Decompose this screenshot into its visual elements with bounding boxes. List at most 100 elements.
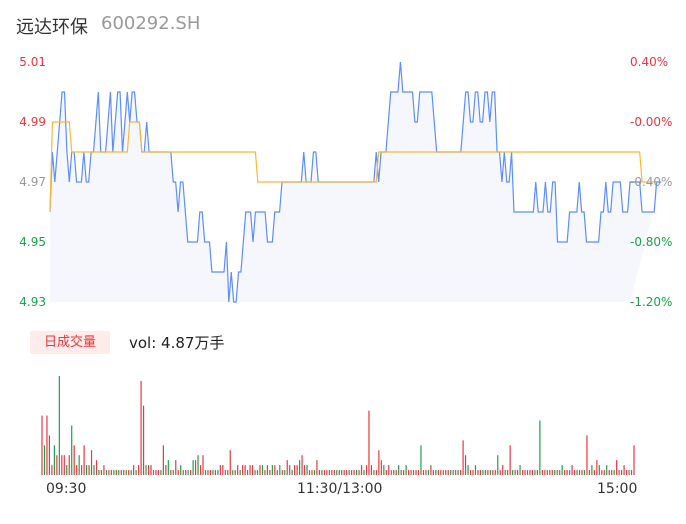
volume-bar	[492, 470, 494, 475]
volume-bar	[368, 410, 370, 475]
volume-bar	[229, 450, 231, 475]
volume-bar	[251, 465, 254, 475]
volume-bar	[321, 470, 323, 475]
volume-bar	[58, 376, 60, 475]
volume-bar	[514, 470, 516, 475]
volume-bar	[588, 470, 591, 475]
y-tick-left: 4.97	[19, 175, 46, 189]
volume-bar	[521, 470, 524, 475]
volume-bar	[586, 435, 588, 475]
volume-bar	[578, 470, 581, 475]
volume-bar	[616, 460, 618, 475]
volume-bar	[581, 470, 583, 475]
volume-bar	[165, 465, 167, 475]
volume-bar	[573, 470, 576, 475]
volume-bar	[291, 470, 293, 475]
volume-bar	[460, 470, 462, 475]
volume-bar	[53, 445, 55, 475]
volume-bar	[227, 470, 229, 475]
volume-bar	[398, 465, 400, 475]
volume-bar	[318, 470, 321, 475]
volume-bar	[207, 470, 209, 475]
volume-bar	[133, 465, 135, 475]
volume-bar	[100, 470, 103, 475]
volume-bar	[73, 445, 75, 475]
volume-bar	[328, 470, 330, 475]
volume-bar	[180, 465, 182, 475]
volume-bar	[422, 470, 425, 475]
volume-bar	[613, 470, 615, 475]
volume-bar	[625, 470, 628, 475]
volume-bar	[529, 470, 531, 475]
volume-bar	[390, 470, 392, 475]
x-tick: 09:30	[46, 481, 87, 497]
volume-bar	[516, 470, 519, 475]
y-tick-right: -1.20%	[630, 295, 673, 309]
volume-bar	[239, 470, 241, 475]
volume-bar	[531, 470, 534, 475]
volume-bar	[170, 470, 172, 475]
volume-bar	[284, 470, 286, 475]
volume-bar	[95, 460, 98, 475]
volume-bar	[427, 470, 430, 475]
volume-bar	[593, 470, 595, 475]
volume-bar	[420, 445, 422, 475]
volume-bar	[274, 465, 276, 475]
volume-bar	[303, 465, 306, 475]
volume-bar	[204, 470, 207, 475]
volume-bar	[539, 420, 541, 475]
volume-bar	[360, 465, 363, 475]
volume-bar	[338, 470, 340, 475]
volume-bar	[621, 470, 623, 475]
volume-bar	[351, 470, 353, 475]
volume-bar	[623, 465, 625, 475]
volume-bar	[261, 465, 264, 475]
volume-bar	[172, 470, 174, 475]
volume-bar	[373, 470, 375, 475]
volume-bar	[71, 425, 73, 475]
volume-bar	[564, 470, 566, 475]
volume-bar	[544, 470, 546, 475]
volume-bar	[66, 465, 68, 475]
volume-bar	[509, 445, 511, 475]
volume-bar	[125, 470, 127, 475]
volume-bar	[445, 470, 447, 475]
volume-bar	[571, 465, 573, 475]
volume-bar	[48, 435, 51, 475]
y-tick-right: -0.80%	[630, 235, 673, 249]
volume-bar	[430, 465, 432, 475]
volume-bar	[214, 470, 216, 475]
volume-bar	[110, 470, 112, 475]
volume-badge[interactable]: 日成交量	[30, 331, 110, 354]
volume-bar	[566, 470, 568, 475]
volume-bar	[442, 470, 444, 475]
volume-bar	[61, 455, 63, 475]
volume-bar	[192, 460, 194, 475]
volume-bar	[375, 470, 377, 475]
volume-bar	[437, 470, 439, 475]
volume-bar	[93, 465, 95, 475]
volume-bar	[299, 460, 301, 475]
volume-bar	[68, 455, 70, 475]
volume-bar	[598, 465, 600, 475]
volume-bar	[78, 455, 80, 475]
volume-bar	[113, 470, 115, 475]
volume-bar	[601, 470, 603, 475]
volume-bar	[534, 470, 536, 475]
volume-bar	[348, 470, 350, 475]
volume-bar	[583, 470, 586, 475]
volume-bar	[611, 470, 613, 475]
volume-bar	[51, 465, 53, 475]
volume-bar	[365, 465, 368, 475]
volume-bar	[296, 465, 298, 475]
volume-bar	[142, 405, 145, 475]
volume-bar	[477, 470, 479, 475]
volume-bar	[405, 465, 407, 475]
volume-bar	[378, 450, 380, 475]
volume-bar	[199, 465, 202, 475]
volume-bar	[507, 470, 509, 475]
volume-bar	[301, 455, 303, 475]
volume-bar	[256, 470, 259, 475]
volume-bar	[326, 470, 328, 475]
volume-bar	[417, 470, 420, 475]
